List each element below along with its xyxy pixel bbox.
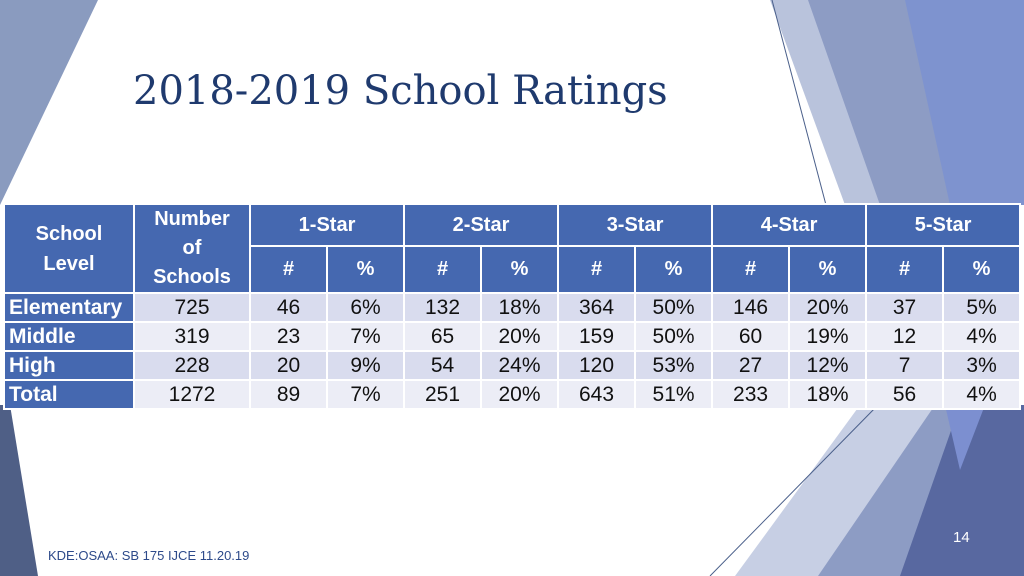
subheader-percent: % [634,245,714,294]
cell-1-star-count: 46 [249,292,328,323]
cell-5-star-count: 7 [865,350,945,381]
cell-5-star-percent: 3% [942,350,1022,381]
cell-4-star-count: 60 [711,321,791,352]
cell-4-star-percent: 19% [788,321,868,352]
header-5-star: 5-Star [865,202,1022,248]
header-school-level: School Level [3,203,135,294]
cell-4-star-count: 233 [711,379,791,410]
slide-footer: KDE:OSAA: SB 175 IJCE 11.20.19 [48,548,250,563]
school-ratings-table: School Level Number of Schools 1-Star 2-… [3,202,1022,410]
row-label: Total [3,379,135,410]
subheader-count: # [711,245,791,294]
cell-2-star-percent: 24% [480,350,560,381]
cell-3-star-count: 643 [557,379,637,410]
cell-2-star-percent: 20% [480,321,560,352]
cell-2-star-count: 65 [403,321,483,352]
cell-1-star-percent: 9% [325,350,406,381]
cell-5-star-count: 56 [865,379,945,410]
subheader-count: # [557,245,637,294]
cell-4-star-percent: 12% [788,350,868,381]
row-label: Middle [3,321,135,352]
subheader-percent: % [480,245,560,294]
cell-3-star-count: 364 [557,292,637,323]
cell-4-star-percent: 20% [788,292,868,323]
cell-5-star-percent: 4% [942,379,1022,410]
cell-1-star-percent: 7% [325,321,406,352]
cell-3-star-percent: 53% [634,350,714,381]
cell-4-star-count: 146 [711,292,791,323]
header-2-star: 2-Star [403,202,560,248]
cell-3-star-count: 120 [557,350,637,381]
subheader-count: # [403,245,483,294]
header-1-star: 1-Star [248,202,406,248]
subheader-percent: % [788,245,868,294]
cell-1-star-percent: 7% [325,379,406,410]
cell-4-star-percent: 18% [788,379,868,410]
cell-number-of-schools: 725 [133,292,251,323]
row-label: Elementary [3,292,135,323]
cell-1-star-count: 89 [249,379,328,410]
cell-2-star-count: 251 [403,379,483,410]
cell-1-star-percent: 6% [325,292,406,323]
header-3-star: 3-Star [557,202,714,248]
table-row: Elementary 725 46 6% 132 18% 364 50% 146… [3,292,1022,323]
header-number-of-schools: Number of Schools [133,203,251,294]
subheader-count: # [865,245,945,294]
cell-5-star-count: 12 [865,321,945,352]
row-label: High [3,350,135,381]
cell-3-star-percent: 50% [634,292,714,323]
cell-2-star-percent: 18% [480,292,560,323]
corner-triangle-top-left [0,0,98,205]
cell-3-star-percent: 50% [634,321,714,352]
corner-sliver-bottom-left [0,405,38,576]
subheader-count: # [249,245,328,294]
subheader-percent: % [325,245,406,294]
table-row: Middle 319 23 7% 65 20% 159 50% 60 19% 1… [3,321,1022,352]
cell-1-star-count: 23 [249,321,328,352]
cell-number-of-schools: 228 [133,350,251,381]
cell-2-star-count: 132 [403,292,483,323]
cell-2-star-count: 54 [403,350,483,381]
table-row: High 228 20 9% 54 24% 120 53% 27 12% 7 3… [3,350,1022,381]
corner-panel-top-right-front [905,0,1024,205]
slide-title: 2018-2019 School Ratings [133,68,668,114]
header-4-star: 4-Star [711,202,868,248]
corner-panel-bottom-right-front [900,405,1024,576]
thin-line-top-right [771,0,827,206]
subheader-percent: % [942,245,1022,294]
cell-1-star-count: 20 [249,350,328,381]
table-row: Total 1272 89 7% 251 20% 643 51% 233 18%… [3,379,1022,410]
cell-5-star-count: 37 [865,292,945,323]
cell-5-star-percent: 5% [942,292,1022,323]
thin-line-bottom-right [709,404,879,576]
corner-triangle-bottom-right [945,405,985,470]
page-number: 14 [953,529,970,546]
cell-2-star-percent: 20% [480,379,560,410]
cell-number-of-schools: 1272 [133,379,251,410]
cell-3-star-percent: 51% [634,379,714,410]
cell-number-of-schools: 319 [133,321,251,352]
cell-4-star-count: 27 [711,350,791,381]
cell-3-star-count: 159 [557,321,637,352]
cell-5-star-percent: 4% [942,321,1022,352]
